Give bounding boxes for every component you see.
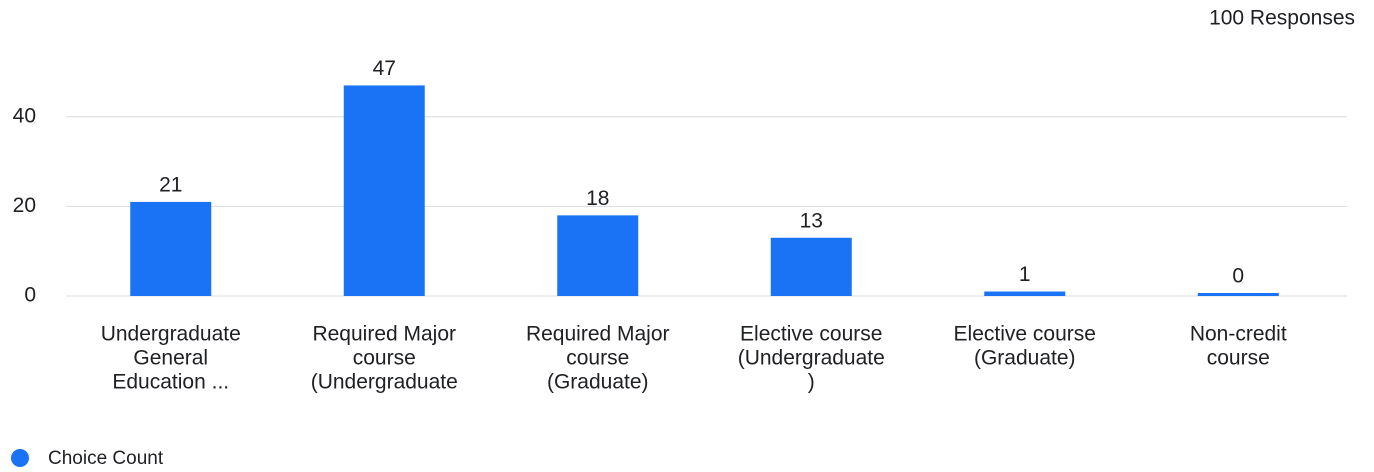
x-tick-label: (Undergraduate (311, 371, 458, 394)
value-label: 47 (373, 57, 396, 80)
x-tick-label: Elective course (740, 323, 882, 346)
x-tick-label: (Graduate) (974, 347, 1076, 370)
x-tick-label: ) (808, 371, 815, 394)
x-tick-label: course (1207, 347, 1270, 370)
value-label: 0 (1232, 265, 1244, 288)
value-label: 1 (1019, 263, 1031, 286)
x-tick-label: General (133, 347, 208, 370)
x-tick-label: course (353, 347, 416, 370)
bar (343, 85, 425, 296)
value-label: 18 (586, 187, 609, 210)
y-tick-label: 20 (13, 194, 36, 217)
value-label: 13 (800, 209, 823, 232)
legend-label: Choice Count (48, 448, 164, 469)
legend-marker (11, 449, 29, 467)
bar (1197, 293, 1279, 296)
x-tick-label: Required Major (312, 323, 456, 346)
x-tick-label: (Graduate) (547, 371, 649, 394)
x-tick-label: Required Major (526, 323, 670, 346)
y-tick-label: 40 (13, 104, 36, 127)
x-tick-label: Non-credit (1190, 323, 1287, 346)
bar (130, 201, 212, 296)
bar (770, 237, 852, 296)
bar (984, 291, 1066, 296)
x-tick-label: Education ... (112, 371, 229, 394)
response-count: 100 Responses (1209, 7, 1355, 30)
x-tick-label: (Undergraduate (738, 347, 885, 370)
value-label: 21 (159, 173, 182, 196)
x-tick-label: Undergraduate (101, 323, 241, 346)
x-tick-label: course (566, 347, 629, 370)
y-tick-label: 0 (24, 284, 36, 307)
bar (557, 215, 639, 296)
x-tick-label: Elective course (954, 323, 1096, 346)
